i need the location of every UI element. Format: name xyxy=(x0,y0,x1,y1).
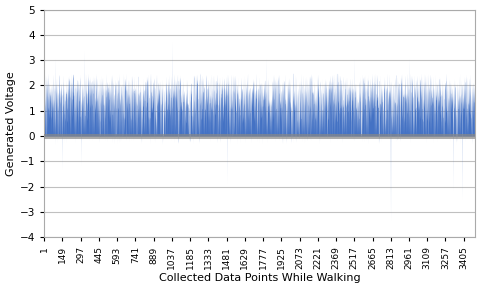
X-axis label: Collected Data Points While Walking: Collected Data Points While Walking xyxy=(159,273,360,284)
Bar xyxy=(44,134,474,139)
Y-axis label: Generated Voltage: Generated Voltage xyxy=(6,71,15,176)
